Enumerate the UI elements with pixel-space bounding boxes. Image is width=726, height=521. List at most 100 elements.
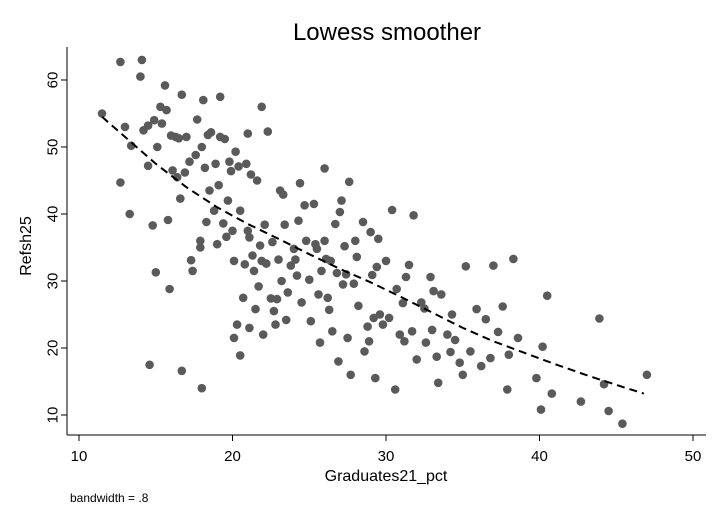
data-point — [197, 142, 207, 152]
data-point — [257, 102, 267, 112]
data-point — [375, 310, 385, 319]
data-point — [151, 268, 161, 277]
data-point — [191, 150, 200, 160]
data-point — [343, 333, 352, 343]
data-point — [262, 259, 271, 268]
data-point — [421, 338, 431, 347]
data-point — [223, 196, 233, 205]
data-point — [312, 244, 322, 254]
data-point — [323, 293, 333, 303]
data-point — [536, 405, 546, 414]
data-point — [366, 227, 375, 237]
data-point — [455, 358, 465, 368]
data-point — [245, 233, 254, 242]
data-point — [125, 209, 134, 219]
data-point — [409, 211, 418, 220]
data-point — [148, 221, 157, 230]
data-point — [446, 347, 455, 357]
data-point — [235, 351, 245, 360]
data-point — [269, 306, 279, 316]
data-point — [320, 236, 329, 246]
data-point — [328, 327, 337, 336]
y-tick-label: 10 — [45, 407, 62, 424]
data-point — [315, 338, 325, 347]
data-point — [268, 237, 277, 247]
x-tick-label: 40 — [531, 448, 548, 465]
data-point — [335, 207, 345, 217]
data-point — [255, 241, 265, 250]
x-tick-label: 10 — [71, 448, 88, 465]
data-point — [215, 92, 225, 102]
data-point — [642, 370, 652, 380]
data-point — [188, 266, 197, 276]
data-point — [274, 255, 283, 264]
data-point — [364, 337, 374, 346]
data-point — [297, 298, 306, 307]
plot-area — [97, 55, 652, 429]
data-point — [489, 261, 498, 270]
data-point — [604, 406, 613, 416]
data-point — [278, 190, 288, 199]
data-point — [363, 322, 372, 331]
data-point — [309, 199, 319, 209]
data-point — [229, 333, 239, 343]
data-point — [346, 370, 356, 380]
data-point — [392, 284, 402, 294]
data-point — [120, 122, 130, 132]
data-point — [211, 159, 220, 169]
data-point — [332, 268, 342, 278]
y-tick-label: 40 — [45, 206, 62, 223]
data-point — [258, 330, 268, 339]
data-point — [252, 176, 262, 185]
data-point — [476, 361, 486, 371]
data-point — [458, 370, 468, 380]
data-point — [429, 286, 438, 296]
data-point — [245, 323, 254, 333]
data-point — [192, 115, 202, 124]
data-point — [367, 270, 377, 280]
data-point — [228, 226, 237, 236]
data-point — [576, 397, 586, 406]
data-point — [196, 243, 205, 252]
data-point — [220, 134, 230, 144]
data-point — [209, 206, 219, 215]
data-point — [374, 234, 383, 244]
data-point — [153, 142, 162, 152]
data-point — [306, 316, 316, 326]
data-point — [248, 251, 257, 260]
data-point — [238, 293, 248, 303]
data-point — [334, 357, 343, 366]
data-point — [340, 241, 349, 251]
data-point — [182, 132, 191, 142]
data-point — [143, 121, 153, 130]
x-tick-label: 20 — [224, 448, 241, 465]
x-axis-ticks: 10 20 30 40 50 — [71, 435, 701, 465]
scatter-points — [97, 55, 652, 429]
data-point — [300, 201, 309, 210]
data-point — [401, 272, 411, 282]
data-point — [281, 315, 291, 325]
data-point — [243, 129, 253, 138]
data-point — [243, 226, 253, 236]
data-point — [538, 342, 547, 352]
data-point — [450, 335, 460, 345]
data-point — [162, 105, 171, 115]
data-point — [222, 232, 231, 242]
data-point — [240, 260, 250, 269]
data-point — [349, 279, 359, 289]
data-point — [503, 385, 512, 394]
data-point — [97, 109, 107, 118]
data-point — [137, 55, 147, 65]
data-point — [294, 216, 303, 225]
data-point — [360, 347, 369, 356]
data-point — [185, 157, 194, 166]
data-point — [542, 291, 552, 301]
data-point — [378, 320, 388, 329]
data-point — [412, 355, 422, 364]
bandwidth-note: bandwidth = .8 — [70, 491, 149, 505]
data-point — [200, 163, 210, 173]
data-point — [212, 239, 222, 249]
chart-title: Lowess smoother — [293, 19, 481, 46]
data-point — [271, 320, 280, 329]
data-point — [354, 301, 363, 311]
